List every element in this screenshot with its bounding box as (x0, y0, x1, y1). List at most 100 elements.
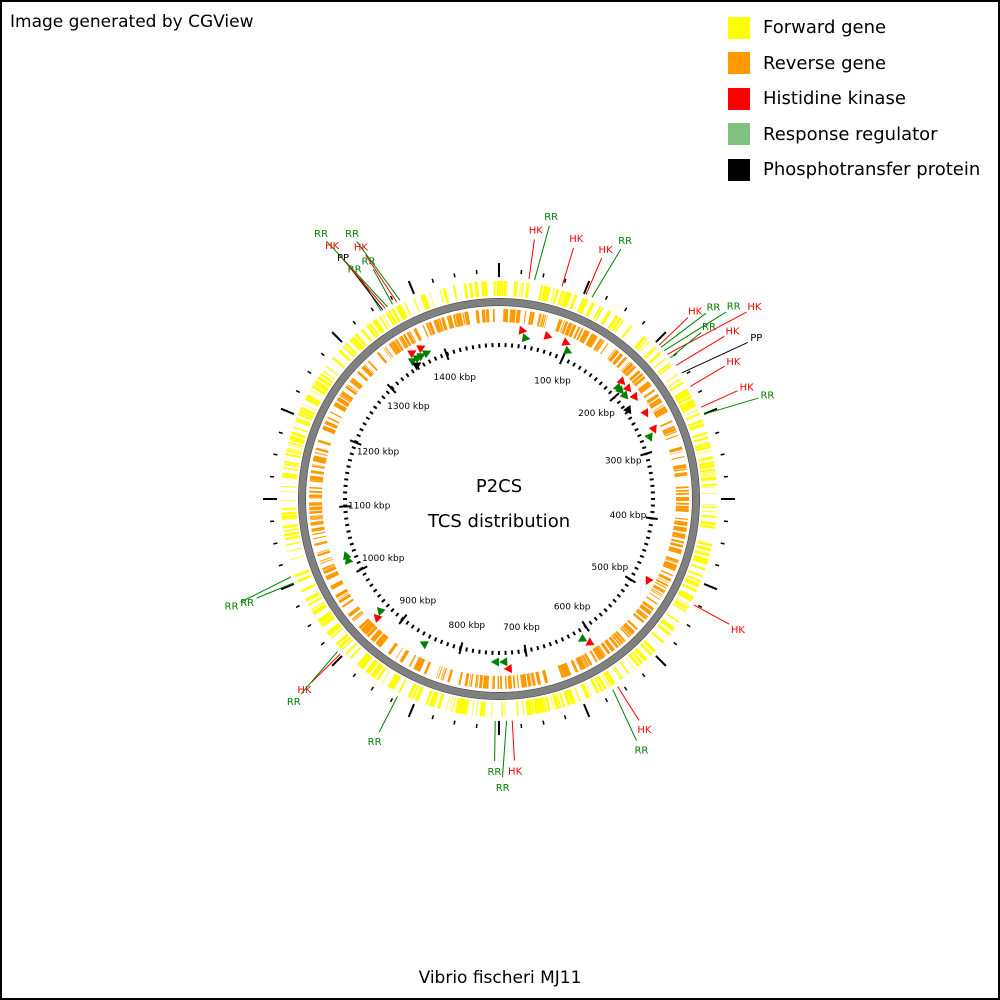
reverse-gene-mark (310, 518, 324, 521)
tcs-marker (585, 637, 595, 646)
forward-gene-mark (452, 285, 458, 301)
minor-tick (577, 627, 582, 633)
minor-tick (560, 637, 565, 642)
forward-gene-mark (633, 336, 646, 349)
reverse-gene-mark (475, 310, 480, 324)
tick-label: 700 kbp (503, 623, 540, 633)
forward-gene-mark (545, 696, 550, 712)
minor-tick (649, 478, 654, 481)
forward-gene-mark (414, 686, 423, 701)
reverse-gene-mark (358, 618, 371, 630)
minor-tick (588, 620, 593, 626)
forward-gene-mark (330, 627, 344, 639)
reverse-gene-mark (530, 672, 536, 686)
annotation-leader (240, 576, 292, 603)
major-tick (349, 439, 362, 446)
forward-gene-mark (349, 339, 361, 352)
annotation-label-hk: HK (325, 241, 340, 252)
tcs-marker (563, 345, 573, 354)
outer-tick (697, 604, 703, 609)
reverse-gene-mark (342, 598, 354, 608)
forward-gene-mark (552, 288, 560, 304)
minor-tick (588, 372, 593, 378)
reverse-gene-mark (576, 656, 585, 670)
reverse-gene-mark (383, 347, 392, 359)
minor-tick (433, 356, 438, 361)
reverse-gene-mark (401, 650, 410, 663)
forward-gene-mark (542, 697, 547, 712)
outer-tick (715, 431, 720, 435)
reverse-gene-mark (653, 406, 667, 415)
reverse-gene-mark (337, 396, 350, 406)
reverse-gene-mark (520, 674, 525, 688)
forward-gene-mark (542, 696, 548, 712)
forward-gene-mark (677, 394, 692, 405)
forward-gene-mark (287, 444, 303, 449)
tcs-marker (518, 325, 528, 335)
reverse-gene-mark (673, 525, 687, 530)
tcs-marker (373, 613, 383, 623)
reverse-gene-mark (406, 331, 415, 345)
forward-gene-mark (555, 693, 561, 709)
outer-tick (431, 715, 435, 720)
reverse-gene-mark (662, 425, 676, 433)
forward-gene-mark (525, 700, 529, 716)
forward-gene-mark (590, 679, 600, 694)
reverse-gene-mark (347, 606, 359, 616)
minor-tick (631, 572, 636, 576)
reverse-gene-mark (587, 334, 597, 348)
forward-gene-mark (445, 695, 450, 711)
reverse-gene-mark (409, 331, 417, 344)
reverse-gene-mark (660, 420, 673, 428)
minor-tick (381, 598, 386, 603)
reverse-gene-mark (673, 529, 687, 533)
annotation-leader (372, 268, 393, 305)
tcs-marker (629, 391, 638, 401)
minor-tick (345, 471, 350, 475)
reverse-gene-mark (672, 531, 686, 537)
forward-gene-mark (336, 634, 349, 646)
minor-tick (344, 478, 349, 481)
reverse-gene-mark (622, 363, 634, 375)
forward-gene-mark (281, 511, 297, 515)
minor-tick (405, 620, 410, 626)
reverse-gene-mark (312, 531, 326, 536)
reverse-gene-mark (639, 383, 652, 394)
forward-gene-mark (694, 441, 710, 447)
reverse-gene-mark (589, 650, 598, 663)
outer-tick (307, 623, 312, 628)
reverse-gene-mark (337, 592, 350, 600)
minor-tick (344, 517, 349, 520)
forward-gene-mark (564, 292, 572, 308)
reverse-gene-mark (669, 446, 683, 453)
forward-gene-mark (527, 699, 533, 715)
forward-gene-mark (688, 571, 703, 578)
minor-tick (422, 631, 426, 636)
tick-label: 500 kbp (592, 563, 629, 573)
reverse-gene-mark (530, 312, 535, 326)
reverse-gene-mark (648, 397, 661, 407)
minor-tick (365, 577, 371, 582)
reverse-gene-mark (327, 416, 340, 424)
forward-gene-mark (700, 473, 716, 476)
forward-gene-mark (345, 642, 357, 655)
forward-gene-mark (313, 381, 329, 392)
annotation-leader (326, 240, 388, 308)
forward-gene-mark (421, 294, 428, 310)
annotation-leader (256, 582, 294, 599)
reverse-gene-mark (672, 463, 687, 469)
reverse-gene-mark (313, 457, 327, 462)
minor-tick (416, 627, 421, 633)
minor-tick (452, 644, 456, 649)
forward-gene-mark (367, 660, 379, 675)
reverse-gene-mark (481, 309, 486, 323)
reverse-gene-mark (437, 666, 443, 680)
reverse-gene-mark (629, 370, 640, 380)
minor-tick (369, 410, 374, 415)
forward-gene-mark (442, 287, 450, 303)
minor-tick (478, 649, 481, 654)
reverse-gene-mark (649, 399, 663, 409)
reverse-gene-mark (309, 517, 323, 520)
forward-gene-mark (643, 639, 656, 653)
reverse-gene-mark (672, 534, 686, 539)
